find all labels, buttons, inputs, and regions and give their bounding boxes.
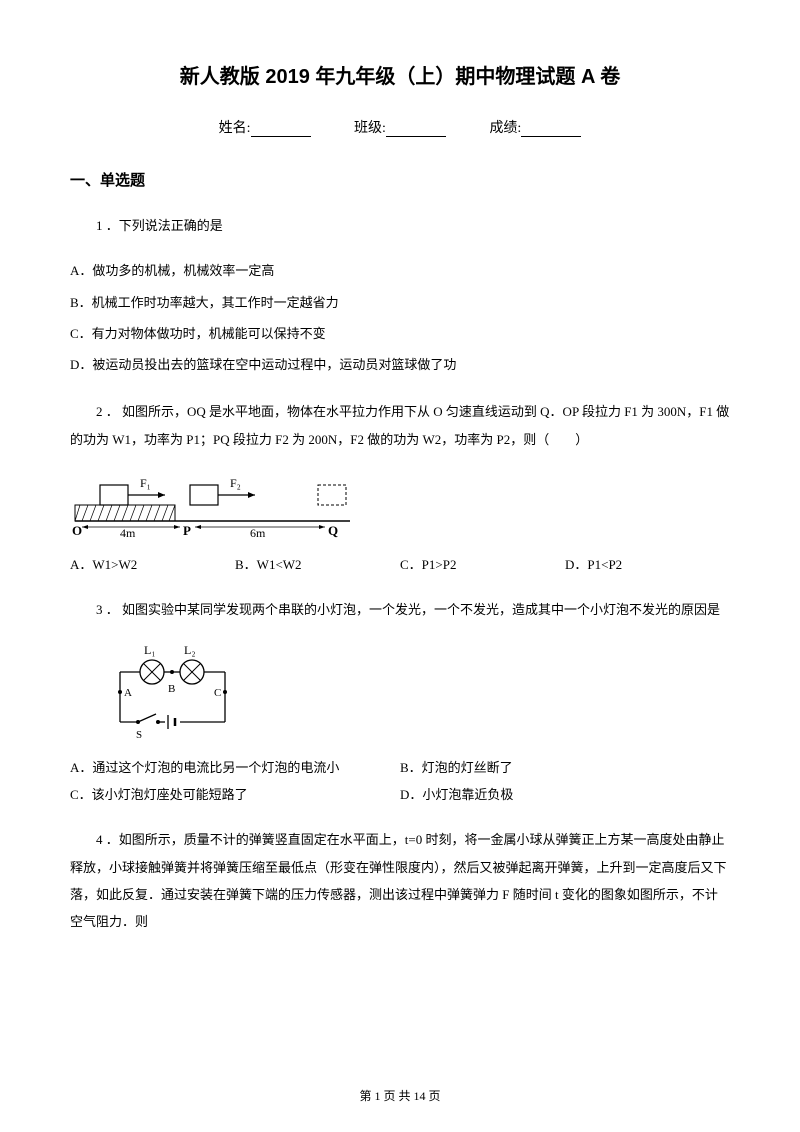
exam-title: 新人教版 2019 年九年级（上）期中物理试题 A 卷: [70, 60, 730, 89]
q3-option-d: D．小灯泡靠近负极: [400, 781, 730, 808]
svg-text:L₁: L₁: [144, 643, 156, 657]
q3-options: A．通过这个灯泡的电流比另一个灯泡的电流小 B．灯泡的灯丝断了 C．该小灯泡灯座…: [70, 754, 730, 809]
q1-option-c: C．有力对物体做功时，机械能可以保持不变: [70, 320, 730, 347]
q1-option-b: B．机械工作时功率越大，其工作时一定越省力: [70, 289, 730, 316]
score-label: 成绩:: [489, 121, 521, 136]
q1-option-a: A．做功多的机械，机械效率一定高: [70, 257, 730, 284]
q2-option-a: A．W1>W2: [70, 551, 235, 578]
name-blank: [251, 123, 311, 137]
svg-text:4m: 4m: [120, 526, 136, 540]
q2-options: A．W1>W2 B．W1<W2 C．P1>P2 D．P1<P2: [70, 551, 730, 578]
class-label: 班级:: [354, 121, 386, 136]
svg-text:C: C: [214, 687, 221, 699]
q3-option-b: B．灯泡的灯丝断了: [400, 754, 730, 781]
q3-stem: 3 ． 如图实验中某同学发现两个串联的小灯泡，一个发光，一个不发光，造成其中一个…: [70, 596, 730, 623]
q4-stem: 4 ．如图所示，质量不计的弹簧竖直固定在水平面上，t=0 时刻，将一金属小球从弹…: [70, 826, 730, 935]
q2-option-b: B．W1<W2: [235, 551, 400, 578]
student-info-row: 姓名: 班级: 成绩:: [70, 117, 730, 137]
svg-text:O: O: [72, 523, 82, 538]
q2-diagram: F₁ F₂ O P Q 4m 6m: [70, 471, 380, 541]
section-1-header: 一、单选题: [70, 169, 730, 190]
class-blank: [386, 123, 446, 137]
svg-text:F₁: F₁: [140, 476, 151, 490]
q3-diagram: L₁ L₂ A B C S: [100, 642, 250, 742]
q2-stem: 2 ． 如图所示，OQ 是水平地面，物体在水平拉力作用下从 O 匀速直线运动到 …: [70, 398, 730, 453]
score-blank: [521, 123, 581, 137]
q1-option-d: D．被运动员投出去的篮球在空中运动过程中，运动员对篮球做了功: [70, 351, 730, 378]
svg-text:L₂: L₂: [184, 643, 196, 657]
svg-text:S: S: [136, 729, 142, 741]
svg-text:P: P: [183, 523, 191, 538]
page-footer: 第 1 页 共 14 页: [0, 1087, 800, 1104]
q2-option-c: C．P1>P2: [400, 551, 565, 578]
q1-stem: 1 ．下列说法正确的是: [70, 212, 730, 239]
svg-text:6m: 6m: [250, 526, 266, 540]
q3-option-a: A．通过这个灯泡的电流比另一个灯泡的电流小: [70, 754, 400, 781]
svg-text:Q: Q: [328, 523, 338, 538]
svg-text:A: A: [124, 687, 132, 699]
svg-text:B: B: [168, 683, 175, 695]
svg-text:F₂: F₂: [230, 476, 241, 490]
q2-option-d: D．P1<P2: [565, 551, 730, 578]
name-label: 姓名:: [219, 121, 251, 136]
q3-option-c: C．该小灯泡灯座处可能短路了: [70, 781, 400, 808]
